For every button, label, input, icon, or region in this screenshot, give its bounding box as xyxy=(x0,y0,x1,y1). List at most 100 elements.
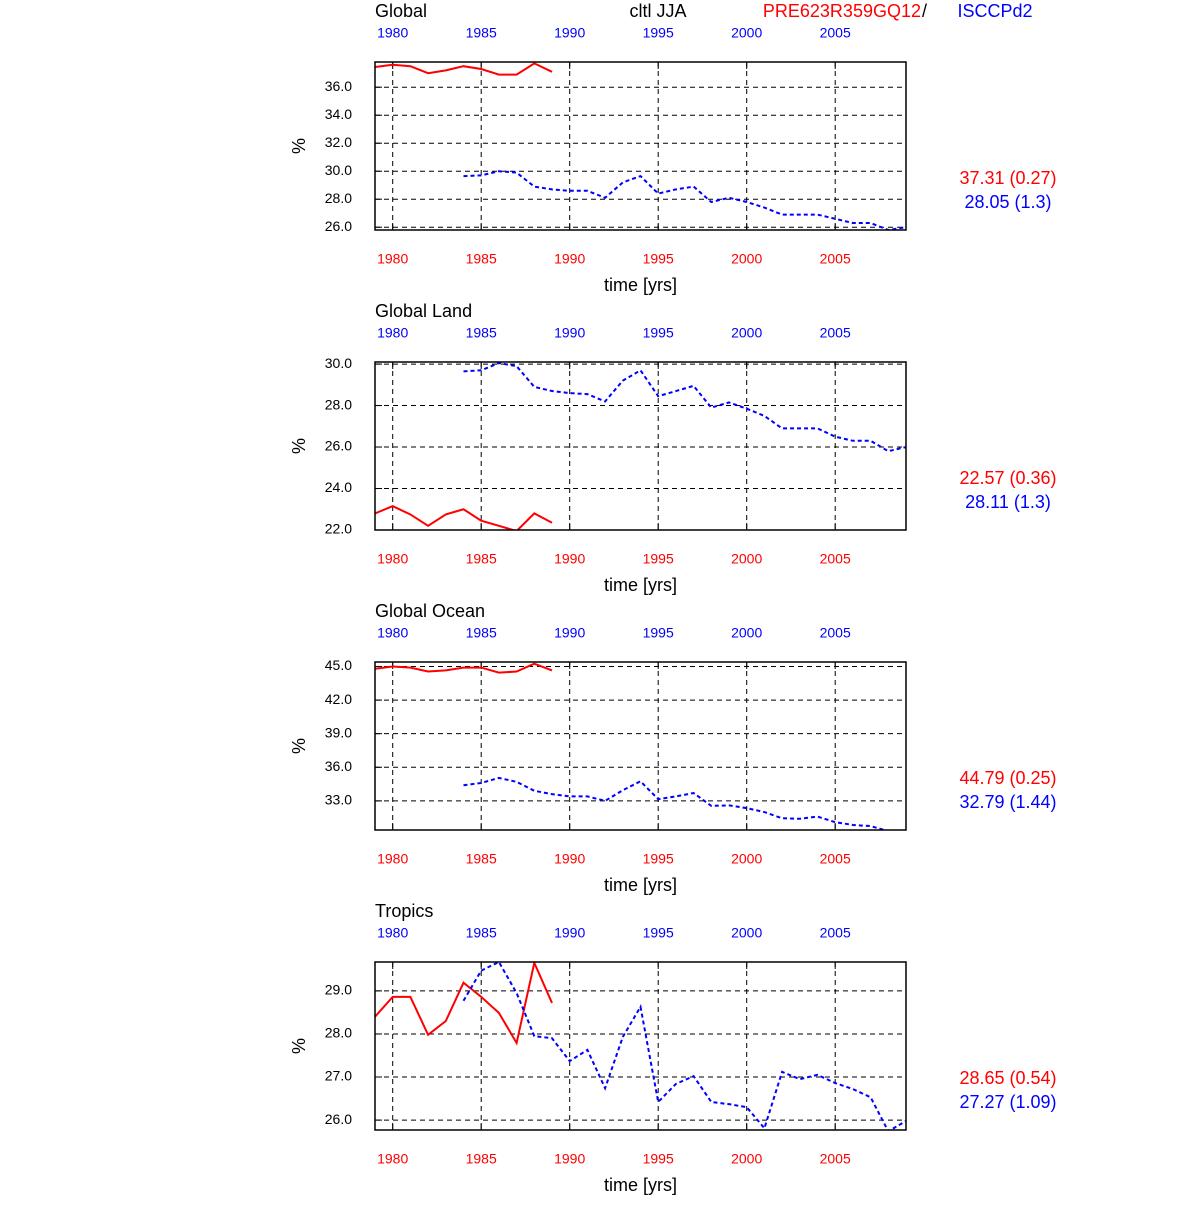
y-tick-label: 42.0 xyxy=(325,691,352,707)
series-line xyxy=(375,962,553,1046)
panel: Global Ocean time [yrs]% 33.0 36.0 39.0 42.0 4… xyxy=(289,601,1057,895)
series-stat: 28.65 (0.54) xyxy=(959,1068,1056,1088)
x-tick-label-bottom: 1990 xyxy=(554,251,585,267)
y-tick-label: 24.0 xyxy=(325,479,352,495)
x-axis-label: time [yrs] xyxy=(604,275,677,295)
plot-frame xyxy=(374,961,907,1131)
y-tick-label: 28.0 xyxy=(325,396,352,412)
x-tick-label-bottom: 1980 xyxy=(377,1151,408,1167)
series-stat: 27.27 (1.09) xyxy=(959,1092,1056,1112)
x-axis-label: time [yrs] xyxy=(604,1175,677,1195)
x-tick-label-top: 2005 xyxy=(820,25,851,41)
y-tick-label: 26.0 xyxy=(325,438,352,454)
panel-title: Global Land xyxy=(375,301,472,321)
x-tick-label-top: 2000 xyxy=(731,325,762,341)
x-tick-label-top: 1995 xyxy=(643,25,674,41)
panel: Global time [yrs]% 26.0 28.0 30.0 32.0 34.0 36.… xyxy=(289,1,1057,295)
y-tick-label: 28.0 xyxy=(325,1025,352,1041)
x-tick-label-top: 1990 xyxy=(554,325,585,341)
x-tick-label-bottom: 2005 xyxy=(820,851,851,867)
y-axis-label: % xyxy=(289,738,309,754)
x-tick-label-bottom: 2005 xyxy=(820,551,851,567)
x-tick-label-top: 1990 xyxy=(554,925,585,941)
x-tick-label-top: 1980 xyxy=(377,925,408,941)
series-line xyxy=(375,505,553,530)
panel: Global Land time [yrs]% 22.0 24.0 26.0 28.0 30… xyxy=(289,301,1057,595)
y-tick-label: 39.0 xyxy=(325,724,352,740)
x-tick-label-top: 1985 xyxy=(466,625,497,641)
x-tick-label-bottom: 1980 xyxy=(377,551,408,567)
plot-frame xyxy=(374,661,907,831)
y-tick-label: 28.0 xyxy=(325,190,352,206)
y-tick-label: 26.0 xyxy=(325,218,352,234)
x-tick-label-bottom: 1990 xyxy=(554,851,585,867)
x-tick-label-bottom: 1995 xyxy=(643,251,674,267)
series-stat: 28.11 (1.3) xyxy=(965,492,1051,512)
x-tick-label-bottom: 2000 xyxy=(731,551,762,567)
x-tick-label-top: 2000 xyxy=(731,925,762,941)
x-tick-label-bottom: 1980 xyxy=(377,851,408,867)
y-tick-label: 34.0 xyxy=(325,106,352,122)
plot-frame xyxy=(374,61,907,231)
x-tick-label-top: 1980 xyxy=(377,625,408,641)
x-tick-label-top: 1985 xyxy=(466,25,497,41)
y-tick-label: 33.0 xyxy=(325,792,352,808)
x-tick-label-bottom: 1995 xyxy=(643,851,674,867)
x-tick-label-bottom: 2000 xyxy=(731,251,762,267)
x-tick-label-top: 2005 xyxy=(820,325,851,341)
panel-title: Global Ocean xyxy=(375,601,485,621)
y-axis-label: % xyxy=(289,1038,309,1054)
model-name: PRE623R359GQ12 xyxy=(763,1,921,21)
x-tick-label-bottom: 1990 xyxy=(554,1151,585,1167)
x-tick-label-top: 2000 xyxy=(731,25,762,41)
series-stat: 32.79 (1.44) xyxy=(959,792,1056,812)
x-tick-label-top: 1995 xyxy=(643,325,674,341)
x-tick-label-bottom: 2000 xyxy=(731,1151,762,1167)
x-tick-label-bottom: 2005 xyxy=(820,251,851,267)
panel-title: Tropics xyxy=(375,901,433,921)
series-line xyxy=(463,362,906,453)
x-tick-label-bottom: 1980 xyxy=(377,251,408,267)
x-tick-label-bottom: 1990 xyxy=(554,551,585,567)
y-tick-label: 27.0 xyxy=(325,1068,352,1084)
series-stat: 44.79 (0.25) xyxy=(959,768,1056,788)
x-tick-label-top: 2000 xyxy=(731,625,762,641)
x-tick-label-top: 2005 xyxy=(820,625,851,641)
x-tick-label-bottom: 1985 xyxy=(466,551,497,567)
panel: Tropics time [yrs]% 26.0 27.0 28.0 29.0 1980 19… xyxy=(289,901,1057,1195)
y-tick-label: 45.0 xyxy=(325,657,352,673)
x-tick-label-bottom: 1985 xyxy=(466,251,497,267)
series-line xyxy=(463,776,889,830)
y-tick-label: 29.0 xyxy=(325,982,352,998)
x-tick-label-bottom: 1985 xyxy=(466,851,497,867)
y-axis-label: % xyxy=(289,138,309,154)
x-axis-label: time [yrs] xyxy=(604,875,677,895)
series-stat: 28.05 (1.3) xyxy=(964,192,1051,212)
x-tick-label-top: 1995 xyxy=(643,925,674,941)
series-line xyxy=(463,170,906,230)
x-tick-label-top: 1990 xyxy=(554,625,585,641)
panel-title: Global xyxy=(375,1,427,21)
x-axis-label: time [yrs] xyxy=(604,575,677,595)
x-tick-label-top: 1985 xyxy=(466,325,497,341)
y-tick-label: 22.0 xyxy=(325,521,352,537)
x-tick-label-top: 1990 xyxy=(554,25,585,41)
series-line xyxy=(375,662,553,674)
y-tick-label: 30.0 xyxy=(325,162,352,178)
y-tick-label: 32.0 xyxy=(325,134,352,150)
series-stat: 22.57 (0.36) xyxy=(959,468,1056,488)
x-tick-label-top: 1980 xyxy=(377,325,408,341)
page-title: cltl JJA xyxy=(629,1,686,21)
y-tick-label: 36.0 xyxy=(325,758,352,774)
y-tick-label: 36.0 xyxy=(325,78,352,94)
observation-name: ISCCPd2 xyxy=(957,1,1032,21)
series-stat: 37.31 (0.27) xyxy=(959,168,1056,188)
y-tick-label: 30.0 xyxy=(325,355,352,371)
x-tick-label-top: 2005 xyxy=(820,925,851,941)
series-line xyxy=(375,62,553,76)
separator: / xyxy=(922,1,927,21)
x-tick-label-top: 1980 xyxy=(377,25,408,41)
x-tick-label-bottom: 2000 xyxy=(731,851,762,867)
